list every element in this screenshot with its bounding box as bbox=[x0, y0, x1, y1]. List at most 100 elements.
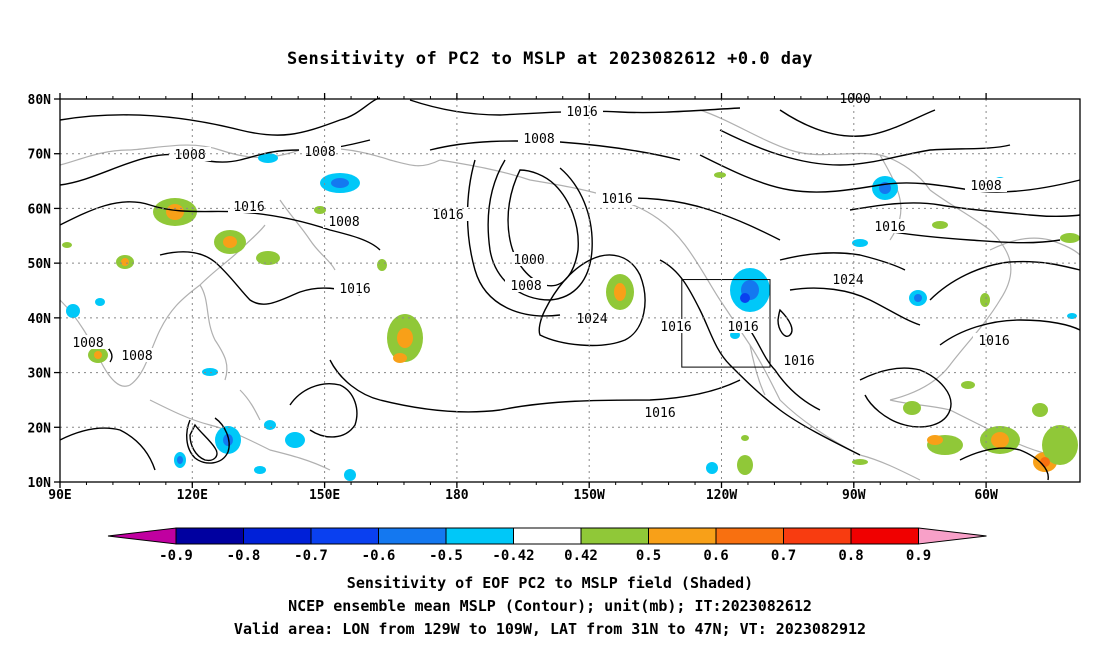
contour-label-bg bbox=[834, 91, 876, 105]
colorbar-max-arrow bbox=[918, 527, 987, 545]
lon-label: 180 bbox=[445, 488, 469, 503]
sensitivity-patch bbox=[1060, 233, 1080, 243]
sensitivity-patch bbox=[740, 293, 750, 303]
contour-label-bg bbox=[571, 311, 613, 325]
lat-label: 70N bbox=[28, 148, 52, 163]
contour-label-bg bbox=[427, 207, 469, 221]
mslp-contours bbox=[59, 97, 1081, 481]
sensitivity-patch bbox=[397, 328, 413, 348]
colorbar-cell bbox=[850, 527, 919, 545]
colorbar-label: 0.5 bbox=[636, 548, 661, 564]
sensitivity-patch bbox=[852, 239, 868, 247]
contour-label-bg bbox=[869, 219, 911, 233]
contour-labels: 1016 1016 1008 1008 1008 1016 1008 1016 1016 1000… bbox=[67, 91, 1015, 421]
colorbar-label: -0.5 bbox=[429, 548, 463, 564]
sensitivity-shading bbox=[62, 153, 1080, 481]
lat-label: 60N bbox=[28, 202, 52, 217]
sensitivity-patch bbox=[121, 258, 129, 266]
contour-label-bg bbox=[169, 147, 211, 161]
colorbar-label: -0.7 bbox=[294, 548, 328, 564]
colorbar-label: -0.42 bbox=[492, 548, 534, 564]
contour-label: 1016 bbox=[601, 192, 632, 207]
contour-label-bg bbox=[67, 335, 109, 349]
contour-label-bg bbox=[116, 348, 158, 362]
colorbar-cell bbox=[378, 527, 447, 545]
contour-label: 1016 bbox=[339, 282, 370, 297]
lon-label: 150W bbox=[574, 488, 605, 503]
colorbar-cell bbox=[243, 527, 312, 545]
sensitivity-patch bbox=[903, 401, 921, 415]
contour-label: 1024 bbox=[832, 273, 863, 288]
lat-label: 50N bbox=[28, 257, 52, 272]
sensitivity-patch bbox=[66, 304, 80, 318]
contour-label: 1016 bbox=[644, 406, 675, 421]
contour-label: 1008 bbox=[174, 148, 205, 163]
contour-label-bg bbox=[518, 131, 560, 145]
sensitivity-patch bbox=[1032, 403, 1048, 417]
colorbar-label: 0.8 bbox=[838, 548, 863, 564]
map-frame bbox=[59, 98, 1081, 483]
contour-label: 1016 bbox=[233, 200, 264, 215]
colorbar-label: -0.6 bbox=[362, 548, 396, 564]
colorbar-label: 0.42 bbox=[564, 548, 598, 564]
sensitivity-patch bbox=[95, 298, 105, 306]
contour-label: 1016 bbox=[660, 320, 691, 335]
contour-label: 1016 bbox=[783, 354, 814, 369]
sensitivity-patch bbox=[202, 368, 218, 376]
contour-label-bg bbox=[596, 191, 638, 205]
sensitivity-patch bbox=[256, 251, 280, 265]
contour-label-bg bbox=[827, 272, 869, 286]
contour-label-bg bbox=[299, 144, 341, 158]
sensitivity-patch bbox=[264, 420, 276, 430]
sensitivity-patch bbox=[344, 469, 356, 481]
caption-line-3: Valid area: LON from 129W to 109W, LAT f… bbox=[233, 620, 867, 638]
grid-lines bbox=[60, 99, 1080, 482]
sensitivity-patch bbox=[706, 462, 718, 474]
lon-label: 120W bbox=[706, 488, 737, 503]
sensitivity-patch bbox=[94, 351, 102, 359]
sensitivity-patch bbox=[254, 466, 266, 474]
colorbar-cell bbox=[783, 527, 852, 545]
sensitivity-patch bbox=[991, 432, 1009, 448]
sensitivity-patch bbox=[223, 236, 237, 248]
sensitivity-patch bbox=[914, 294, 922, 302]
sensitivity-patch bbox=[927, 435, 943, 445]
colorbar-cell bbox=[513, 527, 582, 545]
contour-label: 1008 bbox=[72, 336, 103, 351]
sensitivity-patch bbox=[614, 283, 626, 301]
contour-label: 1008 bbox=[304, 145, 335, 160]
coastlines bbox=[59, 109, 1081, 481]
colorbar-cell bbox=[715, 527, 784, 545]
contour-label-bg bbox=[334, 281, 376, 295]
sensitivity-patch bbox=[177, 456, 183, 464]
sensitivity-patch bbox=[393, 353, 407, 363]
lon-label: 90E bbox=[48, 488, 71, 503]
contour-label-bg bbox=[505, 278, 547, 292]
lon-label: 60W bbox=[974, 488, 998, 503]
sensitivity-patch bbox=[737, 455, 753, 475]
colorbar-label: 0.9 bbox=[906, 548, 931, 564]
colorbar-label: 0.6 bbox=[703, 548, 728, 564]
contour-label-bg bbox=[323, 214, 365, 228]
sensitivity-patch bbox=[741, 435, 749, 441]
contour-label: 1024 bbox=[576, 312, 607, 327]
lon-label: 90W bbox=[842, 488, 866, 503]
lon-label: 150E bbox=[309, 488, 340, 503]
colorbar-min-arrow bbox=[107, 527, 177, 545]
colorbar-cell bbox=[580, 527, 649, 545]
colorbar-cell bbox=[445, 527, 514, 545]
colorbar-label: 0.7 bbox=[771, 548, 796, 564]
sensitivity-patch bbox=[714, 172, 726, 178]
sensitivity-patch bbox=[1040, 457, 1050, 467]
contour-label-bg bbox=[508, 252, 550, 266]
sensitivity-patch bbox=[1042, 425, 1078, 465]
sensitivity-patch bbox=[258, 153, 278, 163]
lat-label: 40N bbox=[28, 312, 52, 327]
sensitivity-patch bbox=[62, 242, 72, 248]
lat-label: 80N bbox=[28, 93, 52, 108]
contour-label: 1016 bbox=[874, 220, 905, 235]
contour-label: 1016 bbox=[978, 334, 1009, 349]
colorbar-cell bbox=[310, 527, 379, 545]
